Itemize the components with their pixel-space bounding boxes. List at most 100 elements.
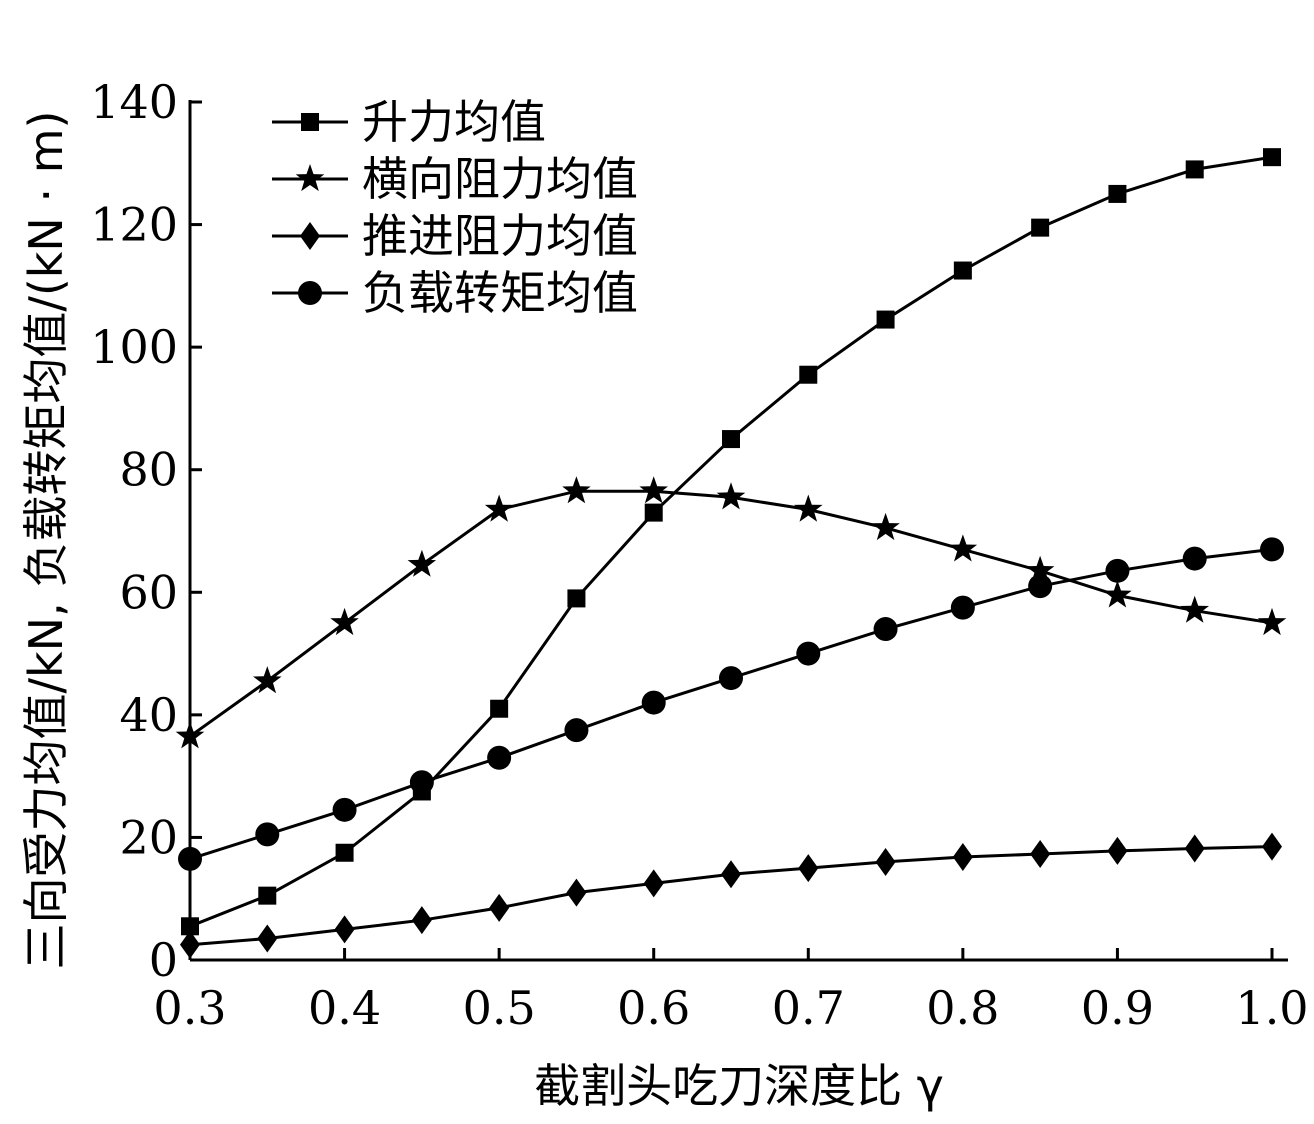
legend-item: 推进阻力均值 bbox=[272, 209, 638, 263]
legend-label: 横向阻力均值 bbox=[362, 152, 638, 206]
data-point-square bbox=[722, 430, 740, 449]
data-point-square bbox=[567, 589, 586, 608]
data-point-circle bbox=[332, 797, 357, 822]
x-ticks: 0.3 0.4 0.5 0.6 0.7 0.8 0.9 1.0 bbox=[153, 948, 1309, 1035]
data-point-star bbox=[407, 549, 437, 577]
y-tick-label: 40 bbox=[119, 688, 178, 742]
series-layer bbox=[175, 148, 1287, 959]
data-point-square bbox=[953, 261, 972, 280]
y-tick-label: 20 bbox=[119, 810, 178, 864]
data-point-circle bbox=[409, 770, 434, 795]
data-point-circle bbox=[719, 666, 743, 691]
data-point-diamond bbox=[952, 843, 973, 872]
data-point-circle bbox=[255, 822, 280, 847]
x-tick-label: 0.3 bbox=[153, 981, 226, 1035]
data-point-star bbox=[871, 512, 900, 541]
data-point-star bbox=[948, 534, 978, 562]
data-point-diamond bbox=[1030, 839, 1051, 868]
data-point-square bbox=[335, 843, 354, 862]
y-tick-label: 60 bbox=[119, 565, 178, 619]
x-axis-title: 截割头吃刀深度比 γ bbox=[534, 1059, 944, 1113]
data-point-circle bbox=[487, 745, 512, 770]
x-tick-label: 0.4 bbox=[308, 981, 381, 1035]
x-tick-label: 0.5 bbox=[463, 981, 536, 1035]
data-point-star bbox=[1025, 555, 1055, 583]
y-tick-label: 140 bbox=[90, 75, 178, 129]
x-tick-label: 0.8 bbox=[926, 981, 999, 1035]
data-point-diamond bbox=[334, 915, 355, 944]
data-point-diamond bbox=[411, 906, 432, 935]
legend-label: 推进阻力均值 bbox=[362, 209, 638, 263]
data-point-diamond bbox=[1262, 832, 1282, 861]
data-point-square bbox=[876, 310, 895, 329]
data-point-star bbox=[1257, 607, 1287, 636]
data-point-circle bbox=[873, 617, 898, 642]
series-square bbox=[181, 148, 1281, 936]
data-point-circle bbox=[641, 690, 666, 715]
x-tick-label: 0.7 bbox=[772, 981, 845, 1035]
data-point-diamond bbox=[643, 869, 664, 898]
data-point-star bbox=[484, 494, 514, 522]
legend-item: 横向阻力均值 bbox=[272, 152, 638, 206]
data-point-star bbox=[639, 476, 668, 504]
data-point-diamond bbox=[257, 924, 278, 953]
data-point-diamond bbox=[489, 893, 510, 922]
legend-marker-diamond bbox=[300, 222, 320, 250]
data-point-diamond bbox=[1107, 836, 1128, 865]
legend-item: 负载转矩均值 bbox=[272, 266, 638, 320]
data-point-square bbox=[258, 886, 277, 905]
data-point-star bbox=[1103, 580, 1132, 608]
legend-marker-circle bbox=[298, 281, 322, 305]
data-point-square bbox=[1108, 184, 1127, 203]
legend-label: 升力均值 bbox=[362, 95, 546, 149]
data-point-diamond bbox=[566, 878, 587, 907]
series-star bbox=[175, 476, 1287, 749]
x-tick-label: 0.6 bbox=[617, 981, 690, 1035]
x-tick-label: 0.9 bbox=[1081, 981, 1154, 1035]
legend-item: 升力均值 bbox=[272, 95, 546, 149]
data-point-square bbox=[799, 365, 818, 384]
y-tick-label: 120 bbox=[90, 198, 178, 252]
data-point-star bbox=[330, 607, 359, 636]
y-axis-title: 三向受力均值/kN, 负载转矩均值/(kN · m) bbox=[19, 111, 73, 970]
data-point-star bbox=[562, 476, 591, 504]
x-tick-label: 1.0 bbox=[1235, 981, 1308, 1035]
data-point-circle bbox=[950, 595, 975, 620]
data-point-circle bbox=[564, 718, 589, 743]
data-point-diamond bbox=[1184, 834, 1205, 863]
series-line-star bbox=[189, 489, 1273, 738]
data-point-square bbox=[1263, 148, 1281, 167]
axes bbox=[188, 100, 1288, 962]
data-point-square bbox=[644, 503, 663, 522]
data-point-diamond bbox=[180, 930, 200, 959]
data-point-diamond bbox=[798, 854, 819, 883]
data-point-star bbox=[716, 482, 746, 510]
data-point-circle bbox=[1028, 574, 1053, 599]
data-point-diamond bbox=[875, 847, 896, 876]
series-diamond bbox=[180, 832, 1282, 959]
data-point-square bbox=[1031, 218, 1050, 237]
data-point-star bbox=[175, 721, 205, 749]
data-point-circle bbox=[1182, 546, 1207, 571]
legend-marker-star bbox=[295, 164, 325, 192]
legend-label: 负载转矩均值 bbox=[362, 266, 638, 320]
legend-marker-square bbox=[301, 113, 319, 131]
data-point-circle bbox=[1260, 537, 1284, 562]
y-tick-label: 0 bbox=[149, 933, 178, 987]
data-point-star bbox=[253, 666, 282, 694]
data-point-diamond bbox=[721, 860, 741, 889]
data-point-star bbox=[1180, 595, 1209, 623]
y-tick-label: 100 bbox=[90, 320, 178, 374]
series-circle bbox=[178, 537, 1284, 871]
data-point-square bbox=[181, 917, 199, 936]
y-tick-label: 80 bbox=[119, 443, 178, 497]
data-point-circle bbox=[1105, 558, 1130, 583]
data-point-star bbox=[794, 494, 823, 522]
data-point-circle bbox=[178, 846, 202, 871]
data-point-square bbox=[490, 699, 509, 718]
y-ticks: 0 20 40 60 80 100 120 140 bbox=[90, 75, 202, 987]
data-point-circle bbox=[796, 641, 821, 666]
data-point-square bbox=[1185, 160, 1204, 179]
